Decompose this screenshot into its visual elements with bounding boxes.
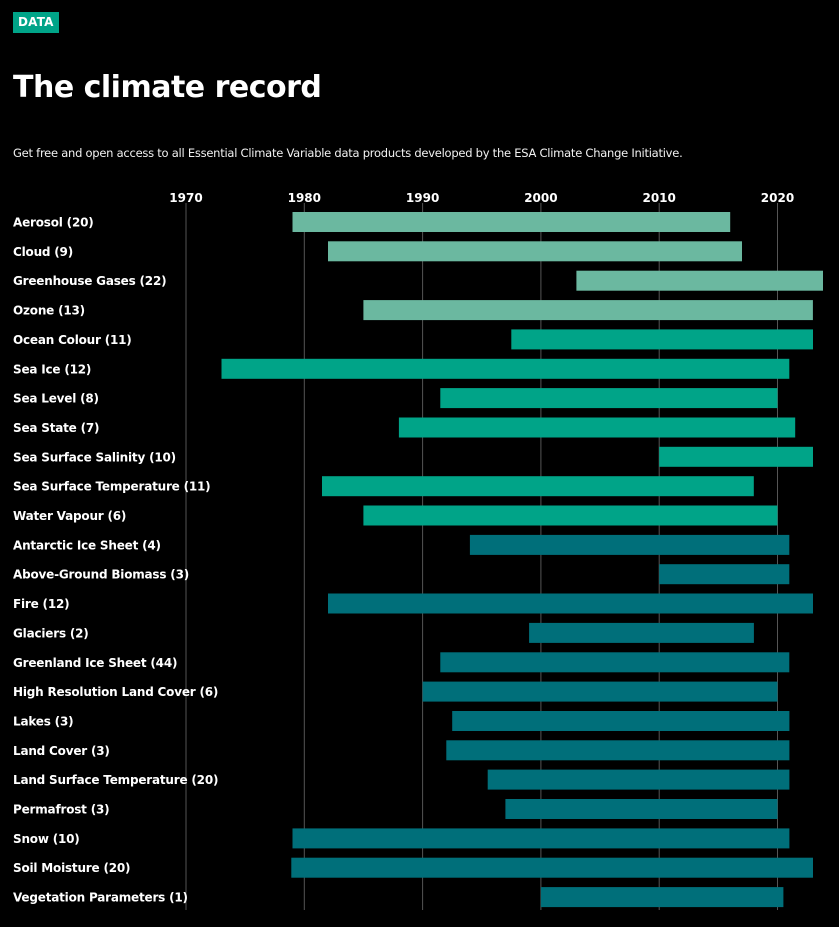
bar-4 (511, 329, 813, 350)
x-tick-label-2010: 2010 (642, 191, 675, 205)
category-label-16: High Resolution Land Cover (6) (13, 685, 218, 699)
bar-21 (292, 828, 790, 849)
category-label-5: Sea Ice (12) (13, 362, 91, 376)
bar-2 (576, 270, 823, 291)
bar-8 (659, 446, 813, 467)
category-label-20: Permafrost (3) (13, 803, 109, 817)
category-label-6: Sea Level (8) (13, 392, 99, 406)
category-label-9: Sea Surface Temperature (11) (13, 480, 210, 494)
grid-lines (185, 203, 778, 910)
category-label-10: Water Vapour (6) (13, 509, 126, 523)
bar-1 (328, 241, 742, 262)
bar-5 (221, 358, 790, 379)
category-label-3: Ozone (13) (13, 304, 85, 318)
category-label-17: Lakes (3) (13, 715, 73, 729)
x-tick-label-1990: 1990 (406, 191, 439, 205)
category-label-14: Glaciers (2) (13, 626, 89, 640)
bar-19 (487, 769, 790, 790)
category-label-1: Cloud (9) (13, 245, 73, 259)
bar-12 (659, 564, 790, 585)
bar-23 (540, 887, 784, 908)
bar-17 (452, 711, 790, 731)
category-label-12: Above-Ground Biomass (3) (13, 568, 189, 582)
category-label-22: Soil Moisture (20) (13, 861, 130, 875)
bar-18 (446, 740, 790, 761)
data-badge: DATA (13, 12, 59, 33)
category-label-13: Fire (12) (13, 597, 69, 611)
bar-16 (422, 681, 778, 702)
category-label-18: Land Cover (3) (13, 744, 110, 758)
category-label-21: Snow (10) (13, 832, 80, 846)
category-label-0: Aerosol (20) (13, 216, 94, 230)
x-axis-ticks: 1970 1980 1990 2000 2010 2020 (169, 191, 794, 205)
bar-7 (398, 417, 796, 438)
page-title: The climate record (13, 70, 322, 105)
category-label-2: Greenhouse Gases (22) (13, 274, 166, 288)
x-tick-label-1970: 1970 (169, 191, 202, 205)
bar-15 (440, 652, 790, 673)
bar-11 (469, 534, 790, 555)
bar-22 (291, 857, 813, 878)
bar-13 (328, 593, 813, 614)
bar-20 (505, 799, 778, 819)
bar-14 (529, 622, 754, 643)
x-tick-label-2020: 2020 (761, 191, 794, 205)
category-labels: Aerosol (20) Cloud (9) Greenhouse Gases (2… (13, 216, 218, 905)
x-tick-label-2000: 2000 (524, 191, 557, 205)
category-label-4: Ocean Colour (11) (13, 333, 132, 347)
category-label-7: Sea State (7) (13, 421, 99, 435)
bar-9 (322, 476, 754, 497)
bar-10 (363, 505, 778, 526)
category-label-11: Antarctic Ice Sheet (4) (13, 538, 161, 552)
category-label-19: Land Surface Temperature (20) (13, 773, 218, 787)
bar-6 (440, 388, 778, 409)
page-subtitle: Get free and open access to all Essentia… (13, 146, 683, 160)
category-label-23: Vegetation Parameters (1) (13, 891, 188, 905)
x-tick-label-1980: 1980 (288, 191, 321, 205)
category-label-15: Greenland Ice Sheet (44) (13, 656, 177, 670)
bar-0 (292, 212, 731, 232)
category-label-8: Sea Surface Salinity (10) (13, 450, 176, 464)
range-bars (221, 212, 823, 908)
bar-3 (363, 300, 813, 321)
